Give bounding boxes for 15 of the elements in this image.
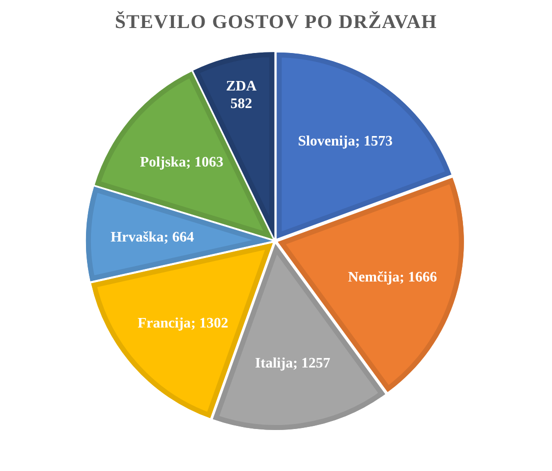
slice-label: Poljska [140,154,187,170]
slice-label: Italija [254,356,294,372]
data-label: ; 1666 [400,270,437,286]
slice-label: Slovenija [298,133,356,150]
data-label: ; 1063 [186,154,224,170]
slice-label: Francija [138,315,192,332]
data-label: ; 1302 [190,315,228,332]
data-label: 582 [230,96,252,112]
data-label: ; 664 [164,229,194,246]
slice-label: Hrvaška [110,229,165,246]
slice-label: ZDA [226,78,258,95]
data-label: ; 1573 [355,133,393,150]
data-label: ; 1257 [292,356,330,372]
chart-title: ŠTEVILO GOSTOV PO DRŽAVAH [114,11,438,33]
slice-label: Nemčija [348,270,400,286]
